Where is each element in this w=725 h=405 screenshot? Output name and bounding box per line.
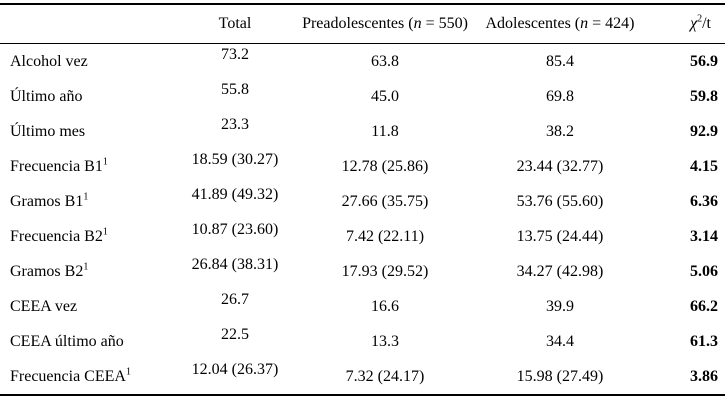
cell-statistic: 3.86 xyxy=(690,367,718,385)
italic-n: n xyxy=(580,15,589,32)
cell-adolescentes: 69.8 xyxy=(546,87,574,105)
cell-preadolescentes: 16.6 xyxy=(371,297,399,315)
table-row: Gramos B21 26.84 (38.31) 17.93 (29.52) 3… xyxy=(0,254,725,289)
table-row: CEEA último año 22.5 13.3 34.4 61.3 xyxy=(0,324,725,359)
cell-total: 41.89 (49.32) xyxy=(191,185,279,203)
cell-preadolescentes: 11.8 xyxy=(371,122,399,140)
cell-total: 12.04 (26.37) xyxy=(191,360,279,378)
cell-preadolescentes: 7.32 (24.17) xyxy=(345,367,425,385)
italic-n: n xyxy=(413,15,422,32)
table-row: Alcohol vez 73.2 63.8 85.4 56.9 xyxy=(0,44,725,80)
row-label: CEEA vez xyxy=(10,297,78,315)
header-chi-square-t: χ2/t xyxy=(640,4,725,44)
cell-adolescentes: 13.75 (24.44) xyxy=(516,227,604,245)
header-variable-blank xyxy=(0,4,180,44)
cell-total: 73.2 xyxy=(221,45,249,63)
row-label: CEEA último año xyxy=(10,332,124,350)
cell-statistic: 5.06 xyxy=(690,262,718,280)
cell-statistic: 6.36 xyxy=(690,192,718,210)
table-row: Frecuencia B11 18.59 (30.27) 12.78 (25.8… xyxy=(0,149,725,184)
cell-total: 26.7 xyxy=(221,290,249,308)
cell-total: 22.5 xyxy=(221,325,249,343)
cell-preadolescentes: 7.42 (22.11) xyxy=(345,227,425,245)
cell-preadolescentes: 45.0 xyxy=(371,87,399,105)
cell-adolescentes: 53.76 (55.60) xyxy=(516,192,604,210)
row-label: Frecuencia B21 xyxy=(10,226,108,245)
cell-preadolescentes: 17.93 (29.52) xyxy=(341,262,429,280)
cell-adolescentes: 34.4 xyxy=(546,332,574,350)
table-header: Total Preadolescentes (n = 550) Adolesce… xyxy=(0,4,725,44)
header-adolescentes: Adolescentes (n = 424) xyxy=(480,4,640,44)
cell-preadolescentes: 63.8 xyxy=(371,52,399,70)
row-label: Frecuencia CEEA1 xyxy=(10,366,131,385)
table-row: Frecuencia CEEA1 12.04 (26.37) 7.32 (24.… xyxy=(0,359,725,395)
cell-statistic: 56.9 xyxy=(690,52,718,70)
table-row: CEEA vez 26.7 16.6 39.9 66.2 xyxy=(0,289,725,324)
row-label: Alcohol vez xyxy=(10,52,88,70)
cell-adolescentes: 34.27 (42.98) xyxy=(516,262,604,280)
row-label: Gramos B11 xyxy=(10,191,89,210)
cell-adolescentes: 15.98 (27.49) xyxy=(516,367,604,385)
cell-preadolescentes: 13.3 xyxy=(371,332,399,350)
table-row: Último mes 23.3 11.8 38.2 92.9 xyxy=(0,114,725,149)
cell-total: 55.8 xyxy=(221,80,249,98)
header-total: Total xyxy=(180,4,290,44)
cell-statistic: 61.3 xyxy=(690,332,718,350)
cell-adolescentes: 85.4 xyxy=(546,52,574,70)
table-row: Frecuencia B21 10.87 (23.60) 7.42 (22.11… xyxy=(0,219,725,254)
table-row: Gramos B11 41.89 (49.32) 27.66 (35.75) 5… xyxy=(0,184,725,219)
cell-statistic: 92.9 xyxy=(690,122,718,140)
cell-preadolescentes: 12.78 (25.86) xyxy=(341,157,429,175)
cell-adolescentes: 39.9 xyxy=(546,297,574,315)
row-label: Frecuencia B11 xyxy=(10,156,108,175)
cell-statistic: 66.2 xyxy=(690,297,718,315)
row-label: Último mes xyxy=(10,122,86,140)
row-label: Gramos B21 xyxy=(10,261,89,280)
table-row: Último año 55.8 45.0 69.8 59.8 xyxy=(0,79,725,114)
cell-total: 23.3 xyxy=(221,115,249,133)
cell-total: 18.59 (30.27) xyxy=(191,150,279,168)
cell-statistic: 59.8 xyxy=(690,87,718,105)
cell-total: 10.87 (23.60) xyxy=(191,220,279,238)
header-row: Total Preadolescentes (n = 550) Adolesce… xyxy=(0,4,725,44)
cell-adolescentes: 38.2 xyxy=(546,122,574,140)
chi-symbol: χ xyxy=(690,15,698,32)
row-label: Último año xyxy=(10,87,83,105)
cell-statistic: 3.14 xyxy=(690,227,718,245)
cell-preadolescentes: 27.66 (35.75) xyxy=(341,192,429,210)
statistics-table: Total Preadolescentes (n = 550) Adolesce… xyxy=(0,3,725,396)
table-body: Alcohol vez 73.2 63.8 85.4 56.9 Último a… xyxy=(0,44,725,396)
cell-total: 26.84 (38.31) xyxy=(191,255,279,273)
cell-statistic: 4.15 xyxy=(690,157,718,175)
header-preadolescentes: Preadolescentes (n = 550) xyxy=(290,4,480,44)
cell-adolescentes: 23.44 (32.77) xyxy=(516,157,604,175)
